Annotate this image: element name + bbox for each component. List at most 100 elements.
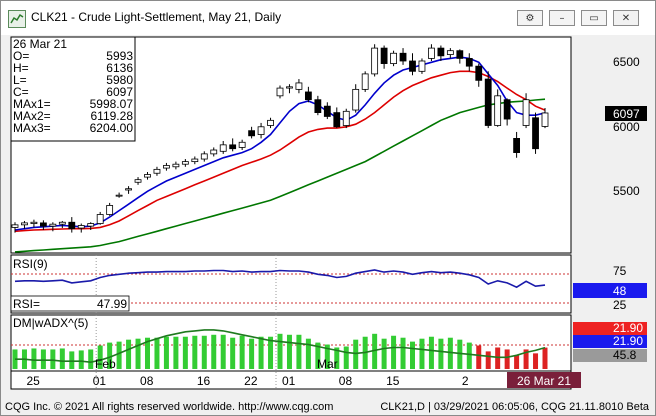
candle-body[interactable] bbox=[437, 47, 445, 57]
day-label: 16 bbox=[197, 374, 211, 388]
candle-body[interactable] bbox=[494, 95, 502, 126]
candle-body[interactable] bbox=[276, 87, 284, 97]
candle-body[interactable] bbox=[96, 214, 104, 224]
candle-body[interactable] bbox=[428, 47, 435, 59]
ma2-line bbox=[14, 70, 546, 233]
candle-body[interactable] bbox=[68, 221, 76, 230]
candle-body[interactable] bbox=[456, 50, 464, 59]
candle-body[interactable] bbox=[153, 168, 161, 174]
candle-body[interactable] bbox=[267, 119, 274, 126]
month-label-mar: Mar bbox=[317, 357, 338, 371]
candle-body[interactable] bbox=[219, 144, 227, 152]
candle-body[interactable] bbox=[342, 110, 350, 126]
chart-canvas[interactable]: 26 Mar 21 O= 5993 H= 6136 L= 5980 C= 6097 MAx1= 5… bbox=[9, 35, 649, 391]
rsi-line bbox=[14, 269, 546, 289]
dmi-bar bbox=[201, 335, 207, 369]
dmi-bar bbox=[504, 349, 510, 369]
day-label: 01 bbox=[93, 374, 107, 388]
dmi-bar bbox=[305, 338, 311, 369]
day-label: 15 bbox=[386, 374, 400, 388]
candle-body[interactable] bbox=[58, 221, 66, 225]
cursor-date: 26 Mar 21 bbox=[517, 374, 571, 388]
candle-body[interactable] bbox=[229, 144, 237, 150]
title-bar[interactable]: CLK21 - Crude Light-Settlement, May 21, … bbox=[1, 1, 655, 35]
maximize-button[interactable]: ▭ bbox=[581, 10, 607, 26]
candle-body[interactable] bbox=[134, 179, 142, 183]
candle-body[interactable] bbox=[77, 225, 85, 229]
candle-body[interactable] bbox=[323, 105, 331, 117]
dmi-axis-box-red bbox=[573, 322, 647, 335]
candle-body[interactable] bbox=[484, 78, 492, 126]
info-value: 6204.00 bbox=[90, 121, 134, 135]
dmi-bar bbox=[400, 337, 406, 369]
price-tick-5500: 5500 bbox=[613, 184, 640, 198]
candle-body[interactable] bbox=[361, 73, 369, 90]
candle-body[interactable] bbox=[333, 112, 341, 128]
candle-body[interactable] bbox=[418, 60, 426, 72]
chart-area[interactable]: 26 Mar 21 O= 5993 H= 6136 L= 5980 C= 6097 MAx1= 5… bbox=[9, 35, 649, 391]
day-label: 08 bbox=[339, 374, 353, 388]
dmi-bar bbox=[391, 335, 397, 369]
candle-body[interactable] bbox=[106, 205, 114, 215]
candle-body[interactable] bbox=[200, 153, 208, 160]
candle-body[interactable] bbox=[115, 194, 123, 197]
dmi-bar bbox=[495, 347, 501, 369]
candle-body[interactable] bbox=[409, 60, 416, 72]
dmi-bar bbox=[116, 341, 122, 369]
candle-body[interactable] bbox=[39, 222, 47, 227]
candle-body[interactable] bbox=[380, 47, 388, 64]
candle-body[interactable] bbox=[11, 224, 19, 228]
candle-body[interactable] bbox=[352, 88, 360, 111]
candle-body[interactable] bbox=[21, 222, 28, 226]
candle-body[interactable] bbox=[30, 221, 38, 224]
candle-body[interactable] bbox=[399, 52, 407, 62]
candle-body[interactable] bbox=[513, 138, 521, 153]
candle-body[interactable] bbox=[532, 117, 539, 150]
dmi-bar bbox=[258, 336, 264, 369]
candle-body[interactable] bbox=[390, 52, 397, 64]
candle-body[interactable] bbox=[446, 50, 454, 55]
candle-body[interactable] bbox=[248, 130, 256, 137]
candle-body[interactable] bbox=[87, 223, 95, 227]
dmi-label: DM|wADX^(5) bbox=[13, 316, 88, 330]
settings-button[interactable]: ⚙ bbox=[517, 10, 543, 26]
candle-body[interactable] bbox=[295, 82, 303, 90]
dmi-bar bbox=[182, 336, 188, 369]
candle-body[interactable] bbox=[210, 149, 218, 155]
day-label: 25 bbox=[26, 374, 40, 388]
candle-body[interactable] bbox=[475, 65, 483, 81]
info-label: MAx2= bbox=[13, 109, 51, 123]
candle-body[interactable] bbox=[257, 126, 265, 135]
candle-body[interactable] bbox=[304, 91, 312, 101]
candle-body[interactable] bbox=[465, 58, 473, 67]
candle-body[interactable] bbox=[522, 99, 530, 126]
day-label: 01 bbox=[282, 374, 296, 388]
dmi-bar bbox=[78, 350, 84, 369]
close-button[interactable]: ✕ bbox=[613, 10, 639, 26]
candle-body[interactable] bbox=[181, 161, 189, 165]
dmi-bar bbox=[438, 338, 444, 369]
candle-body[interactable] bbox=[238, 141, 246, 148]
candle-body[interactable] bbox=[125, 188, 132, 191]
time-labels: 25 01 08 16 22 01 08 15 2 bbox=[26, 374, 468, 388]
info-label: MAx3= bbox=[13, 121, 51, 135]
candle-body[interactable] bbox=[541, 112, 549, 127]
candle-body[interactable] bbox=[49, 223, 57, 227]
info-label: MAx1= bbox=[13, 97, 51, 111]
candle-body[interactable] bbox=[314, 99, 322, 113]
dmi-bar bbox=[315, 342, 321, 369]
minimize-button[interactable]: – bbox=[549, 10, 575, 26]
candle-body[interactable] bbox=[503, 99, 511, 120]
dmi-bar bbox=[324, 344, 330, 369]
candle-body[interactable] bbox=[371, 47, 379, 75]
candle-body[interactable] bbox=[191, 158, 199, 163]
candle-body[interactable] bbox=[286, 86, 293, 89]
dmi-bar bbox=[239, 335, 245, 369]
candle-body[interactable] bbox=[144, 174, 151, 178]
dmi-bar bbox=[353, 339, 359, 369]
dmi-bar bbox=[372, 333, 378, 369]
dmi-bar bbox=[40, 349, 46, 369]
candle-body[interactable] bbox=[172, 163, 180, 168]
candle-body[interactable] bbox=[163, 165, 170, 169]
